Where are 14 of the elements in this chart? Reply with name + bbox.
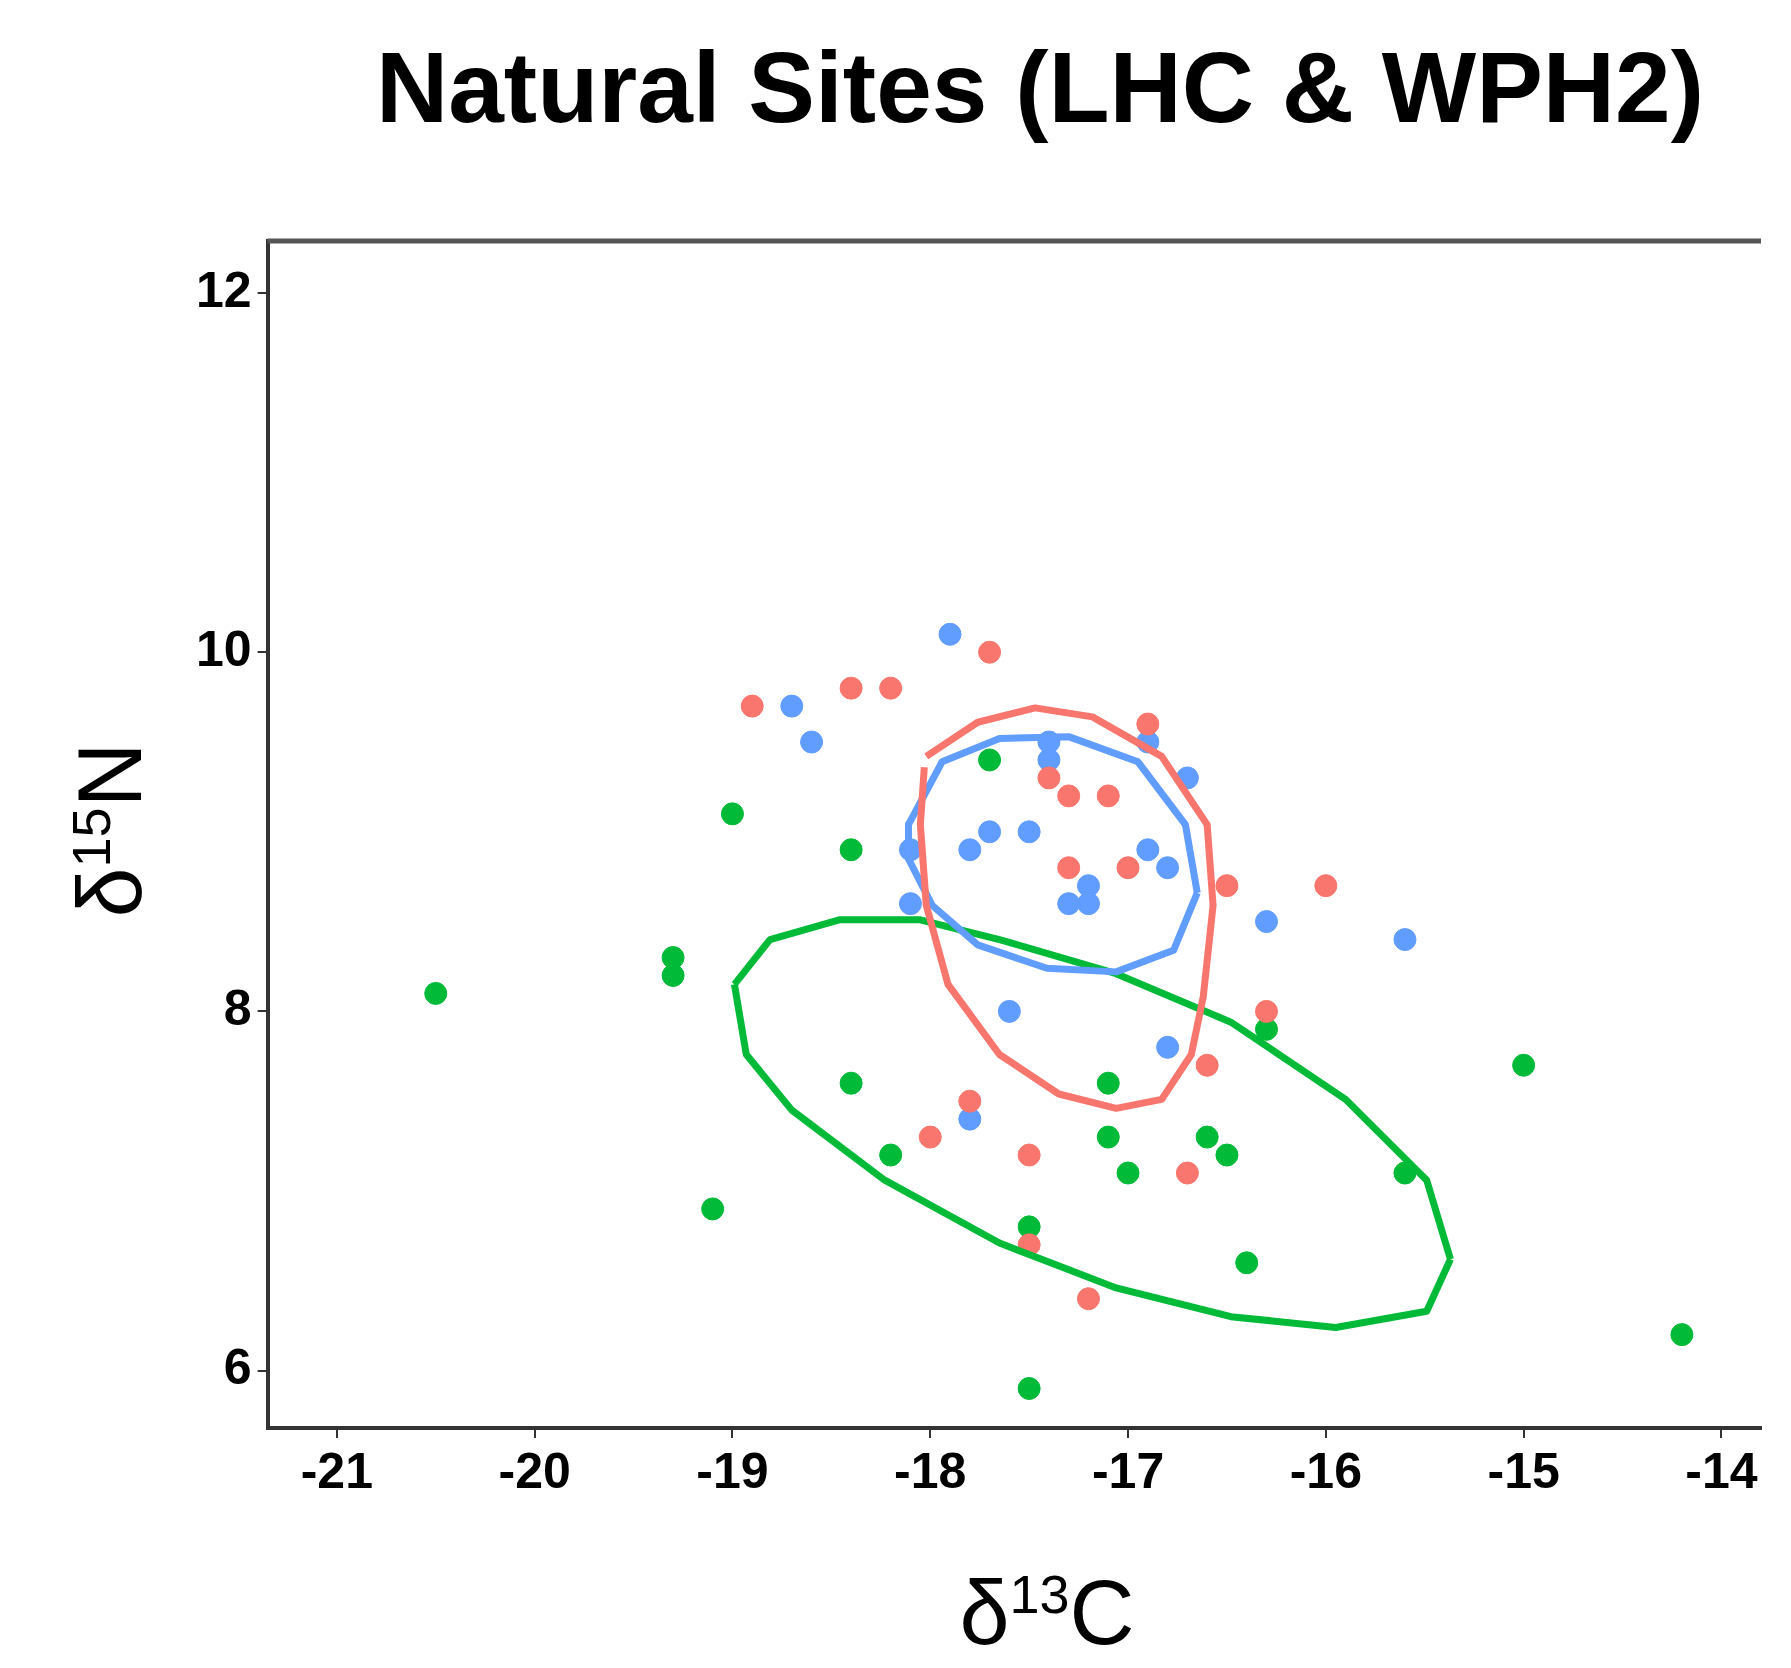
y-tick-label: 6 <box>223 1339 252 1396</box>
x-tick-label: -14 <box>1685 1442 1758 1499</box>
x-tick-label: -17 <box>1091 1442 1165 1499</box>
y-tick-label: 10 <box>195 621 252 678</box>
y-tick-label: 12 <box>195 261 252 318</box>
chart-title: Natural Sites (LHC & WPH2) <box>375 30 1705 145</box>
x-tick-label: -18 <box>894 1442 967 1499</box>
y-tick-label: 8 <box>223 980 252 1037</box>
x-tick-label: -16 <box>1289 1442 1362 1499</box>
x-tick-label: -20 <box>498 1442 571 1499</box>
x-tick-label: -21 <box>300 1442 373 1499</box>
x-axis-title: δ$^{13}$C <box>958 1562 1136 1665</box>
x-tick-label: -15 <box>1487 1442 1560 1499</box>
x-tick-label: -19 <box>696 1442 769 1499</box>
